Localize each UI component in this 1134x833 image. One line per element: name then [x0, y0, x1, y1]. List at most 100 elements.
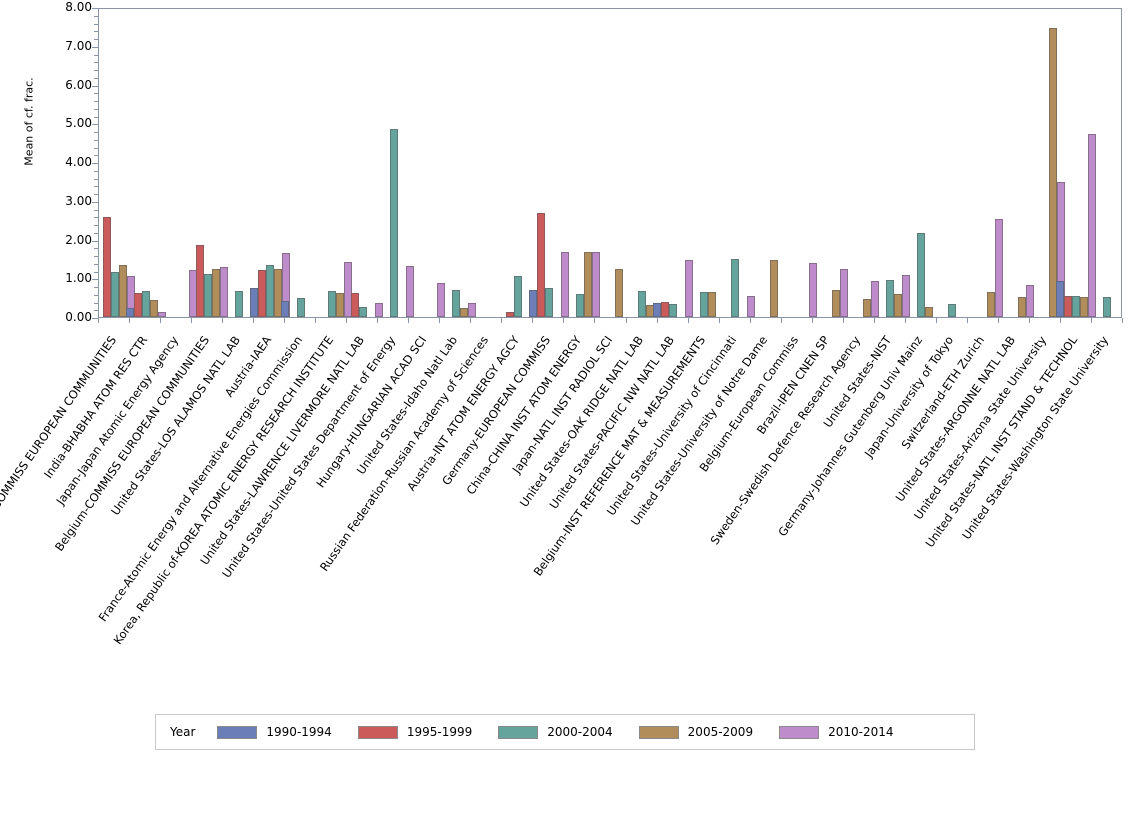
- y-tick-minor: [94, 62, 98, 64]
- bar-group: [99, 9, 1123, 317]
- bar-group: [99, 9, 1123, 317]
- x-axis-category-label: United States-LOS ALAMOS NATL LAB: [107, 333, 243, 518]
- x-axis-category-label: United States-United States Department o…: [219, 333, 398, 581]
- bar: [583, 252, 592, 317]
- x-axis-category-label: Belgium-COMMISS EUROPEAN COMMUNITIES: [51, 333, 212, 554]
- x-tick-mark: [129, 318, 131, 323]
- legend-item[interactable]: 2000-2004: [498, 725, 613, 739]
- legend-label: 1995-1999: [406, 725, 473, 739]
- y-tick-minor: [94, 310, 98, 312]
- x-tick-mark: [935, 318, 937, 323]
- x-axis-category-label: China-CHINA INST ATOM ENERGY: [463, 333, 585, 498]
- x-tick-mark: [439, 318, 441, 323]
- bar: [1018, 296, 1027, 317]
- bar-group: [99, 9, 1123, 317]
- bar: [1064, 296, 1073, 317]
- legend-item[interactable]: 2005-2009: [638, 725, 754, 739]
- y-tick-minor: [94, 209, 98, 211]
- legend: Year 1990-1994 1995-1999 2000-2004 2005-200…: [155, 714, 975, 750]
- x-axis-category-label: India-BHABHA ATOM RES CTR: [40, 333, 150, 481]
- y-tick-minor: [94, 287, 98, 288]
- bars-layer: [99, 9, 1121, 317]
- x-axis-category-label: Austria-IAEA: [221, 333, 274, 400]
- x-tick-mark: [377, 318, 379, 323]
- bar: [157, 311, 166, 317]
- y-tick-minor: [94, 302, 98, 304]
- y-tick-mark: [92, 318, 98, 319]
- bar-group: [99, 9, 1123, 317]
- bar: [405, 266, 414, 317]
- bar: [257, 269, 266, 317]
- bar-group: [99, 9, 1123, 317]
- y-tick-minor: [94, 294, 98, 296]
- bar-group: [99, 9, 1123, 317]
- legend-label: 2005-2009: [687, 725, 754, 739]
- y-tick-minor: [94, 31, 98, 33]
- y-tick-minor: [94, 15, 98, 17]
- bar: [886, 280, 895, 317]
- y-tick-mark: [92, 279, 98, 281]
- legend-label: 2010-2014: [828, 725, 894, 739]
- x-tick-mark: [532, 318, 534, 323]
- y-tick-label: 3.00: [65, 193, 92, 208]
- y-tick-mark: [92, 8, 98, 9]
- x-tick-mark: [470, 318, 472, 323]
- bar: [195, 244, 204, 317]
- x-axis-category-label: United States-University of Cincinnati: [603, 333, 740, 519]
- bar: [358, 306, 367, 317]
- bar: [863, 299, 872, 317]
- bar: [374, 303, 383, 317]
- bar-group: [99, 9, 1123, 317]
- bar-group: [99, 9, 1123, 317]
- x-tick-mark: [687, 318, 689, 323]
- bar: [234, 291, 243, 317]
- bar-group: [99, 9, 1123, 317]
- bar: [149, 300, 158, 317]
- x-tick-mark: [718, 318, 720, 323]
- legend-swatch: [217, 725, 258, 739]
- bar: [125, 308, 134, 317]
- x-axis-category-label: Brazil-IPEN CNEN SP: [754, 333, 833, 437]
- y-tick-minor: [94, 248, 98, 250]
- x-tick-mark: [842, 318, 844, 323]
- bar: [685, 259, 694, 317]
- y-tick-minor: [94, 194, 98, 195]
- y-tick-mark: [92, 240, 98, 242]
- x-tick-mark: [1028, 318, 1030, 323]
- bar: [1056, 280, 1065, 317]
- x-tick-mark: [191, 318, 193, 323]
- x-axis-category-label: France-Atomic Energy and Alternative Ene…: [95, 333, 305, 625]
- y-tick-minor: [94, 217, 98, 219]
- x-tick-mark: [873, 318, 875, 323]
- y-tick-minor: [94, 108, 98, 110]
- x-axis-category-label: Russian Federation-Russian Academy of Sc…: [316, 333, 492, 574]
- bar: [1080, 296, 1089, 317]
- bar-group: [99, 9, 1123, 317]
- bar-group: [99, 9, 1123, 317]
- bar-group: [99, 9, 1123, 317]
- plot-area: [98, 8, 1122, 318]
- bar: [917, 232, 926, 317]
- y-tick-mark: [92, 85, 98, 87]
- bar: [661, 301, 670, 317]
- x-axis-category-label: Belgium-INST REFERENCE MAT & MEASUREMENT…: [530, 333, 709, 579]
- legend-label: 2000-2004: [547, 725, 613, 739]
- y-tick-mark: [92, 46, 98, 48]
- bar: [995, 218, 1004, 317]
- bar: [840, 268, 849, 317]
- y-tick-label: 4.00: [65, 155, 92, 169]
- legend-item[interactable]: 1995-1999: [357, 725, 473, 739]
- bar: [902, 275, 911, 317]
- bar-group: [99, 9, 1123, 317]
- bar-group: [99, 9, 1123, 317]
- bar: [653, 303, 662, 317]
- bar: [871, 280, 880, 317]
- bar-group: [99, 9, 1123, 317]
- bar: [102, 217, 111, 317]
- legend-swatch: [498, 725, 539, 739]
- y-tick-label: 6.00: [65, 77, 92, 92]
- bar: [327, 291, 336, 317]
- legend-item[interactable]: 1990-1994: [217, 725, 332, 739]
- legend-item[interactable]: 2010-2014: [779, 725, 894, 739]
- bar-group: [99, 9, 1123, 317]
